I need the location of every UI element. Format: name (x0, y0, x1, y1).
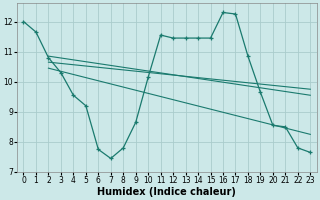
X-axis label: Humidex (Indice chaleur): Humidex (Indice chaleur) (98, 187, 236, 197)
